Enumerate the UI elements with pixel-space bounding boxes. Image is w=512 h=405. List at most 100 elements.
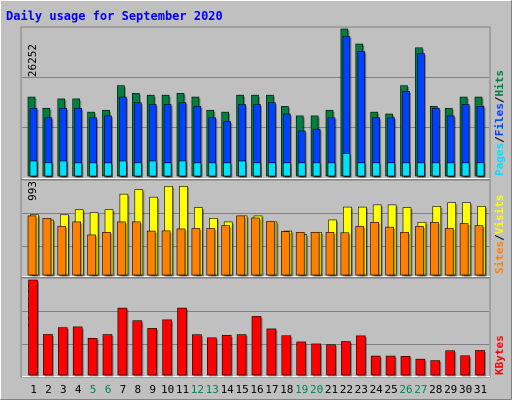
chart-bars bbox=[27, 28, 487, 377]
bar-kbytes-day-24 bbox=[370, 355, 381, 376]
bar-kbytes-day-22 bbox=[341, 341, 351, 376]
bar-sites-day-22 bbox=[340, 232, 350, 276]
bar-kbytes-day-4 bbox=[72, 326, 83, 376]
x-label-day-18: 18 bbox=[280, 383, 293, 396]
x-label-day-24: 24 bbox=[370, 383, 384, 396]
bar-pages-day-21 bbox=[327, 162, 336, 177]
bar-pages-day-31 bbox=[476, 162, 485, 177]
x-label-day-17: 17 bbox=[265, 383, 278, 396]
bar-kbytes-day-20 bbox=[311, 343, 321, 376]
x-label-day-1: 1 bbox=[30, 383, 37, 396]
bar-pages-day-10 bbox=[163, 162, 172, 177]
x-label-day-15: 15 bbox=[235, 383, 248, 396]
x-label-day-19: 19 bbox=[295, 383, 308, 396]
bar-kbytes-day-2 bbox=[43, 334, 53, 376]
kbytes-panel-legend: KBytes bbox=[493, 335, 506, 375]
bar-sites-day-7 bbox=[117, 221, 126, 276]
bar-sites-day-3 bbox=[57, 226, 67, 276]
bar-sites-day-26 bbox=[400, 231, 409, 276]
legend-pages: Pages bbox=[493, 143, 506, 176]
bar-pages-day-11 bbox=[178, 160, 187, 177]
bar-pages-day-6 bbox=[104, 162, 112, 177]
bar-kbytes-day-10 bbox=[162, 319, 172, 376]
bar-kbytes-day-1 bbox=[28, 279, 38, 376]
bar-sites-day-29 bbox=[444, 228, 454, 276]
bar-pages-day-22 bbox=[342, 153, 351, 177]
x-label-day-13: 13 bbox=[206, 383, 219, 396]
legend-sites: Sites bbox=[493, 241, 506, 274]
bar-files-day-23 bbox=[357, 51, 366, 177]
x-label-day-20: 20 bbox=[310, 383, 323, 396]
x-label-day-4: 4 bbox=[75, 383, 82, 396]
bar-pages-day-14 bbox=[223, 162, 231, 177]
x-label-day-22: 22 bbox=[340, 383, 353, 396]
x-label-day-7: 7 bbox=[120, 383, 127, 396]
bar-kbytes-day-19 bbox=[296, 341, 307, 376]
bar-sites-day-9 bbox=[146, 230, 156, 276]
bar-pages-day-19 bbox=[297, 162, 306, 177]
bar-kbytes-day-18 bbox=[281, 335, 292, 376]
bar-kbytes-day-13 bbox=[207, 337, 217, 376]
x-label-day-25: 25 bbox=[384, 383, 397, 396]
hits-ymax-label: 26252 bbox=[26, 44, 39, 77]
legend-kbytes: KBytes bbox=[493, 335, 506, 375]
bar-kbytes-day-6 bbox=[102, 334, 113, 376]
bar-sites-day-25 bbox=[385, 226, 394, 276]
bar-sites-day-28 bbox=[429, 221, 439, 276]
x-label-day-26: 26 bbox=[399, 383, 412, 396]
bar-pages-day-3 bbox=[59, 160, 68, 177]
bar-sites-day-11 bbox=[176, 228, 186, 276]
bar-sites-day-1 bbox=[27, 215, 37, 276]
bar-pages-day-7 bbox=[119, 160, 127, 177]
bar-kbytes-day-16 bbox=[251, 316, 262, 376]
bar-sites-day-18 bbox=[280, 231, 290, 276]
bar-sites-day-13 bbox=[206, 228, 216, 276]
bar-kbytes-day-8 bbox=[132, 320, 143, 376]
x-label-day-21: 21 bbox=[325, 383, 338, 396]
x-label-day-23: 23 bbox=[355, 383, 368, 396]
bar-pages-day-25 bbox=[387, 162, 395, 177]
bar-pages-day-12 bbox=[193, 162, 202, 177]
bar-pages-day-9 bbox=[148, 160, 157, 177]
bar-sites-day-10 bbox=[161, 230, 171, 276]
bar-sites-day-12 bbox=[191, 228, 201, 276]
bar-files-day-27 bbox=[417, 53, 425, 177]
bar-kbytes-day-25 bbox=[385, 355, 396, 376]
legend-files: Files bbox=[493, 103, 506, 136]
bar-kbytes-day-12 bbox=[192, 334, 202, 376]
bar-sites-day-6 bbox=[102, 231, 111, 276]
bar-pages-day-23 bbox=[357, 162, 366, 177]
x-label-day-12: 12 bbox=[191, 383, 204, 396]
bar-kbytes-day-3 bbox=[57, 327, 68, 376]
bar-kbytes-day-15 bbox=[236, 334, 247, 376]
hits-panel-legend: Pages/Files/Hits bbox=[493, 70, 506, 176]
bar-kbytes-day-21 bbox=[326, 344, 336, 376]
x-label-day-16: 16 bbox=[250, 383, 263, 396]
bar-pages-day-2 bbox=[44, 162, 53, 177]
x-label-day-29: 29 bbox=[444, 383, 457, 396]
bar-kbytes-day-30 bbox=[460, 355, 470, 376]
x-label-day-28: 28 bbox=[429, 383, 442, 396]
bar-sites-day-24 bbox=[370, 221, 380, 276]
bar-sites-day-27 bbox=[415, 226, 424, 276]
bar-pages-day-5 bbox=[89, 162, 97, 177]
bar-pages-day-17 bbox=[268, 162, 276, 177]
bar-kbytes-day-23 bbox=[355, 335, 366, 376]
visits-ymax-label: 993 bbox=[26, 181, 39, 201]
legend-hits: Hits bbox=[493, 70, 506, 97]
x-label-day-11: 11 bbox=[176, 383, 189, 396]
bar-pages-day-30 bbox=[461, 162, 470, 177]
bar-sites-day-20 bbox=[310, 231, 320, 276]
x-label-day-8: 8 bbox=[134, 383, 141, 396]
bar-sites-day-8 bbox=[132, 221, 141, 276]
bar-pages-day-29 bbox=[446, 162, 455, 177]
bar-sites-day-14 bbox=[221, 225, 230, 276]
bar-kbytes-day-28 bbox=[430, 360, 441, 376]
bar-sites-day-16 bbox=[251, 217, 260, 276]
chart-title: Daily usage for September 2020 bbox=[6, 9, 223, 23]
bar-sites-day-4 bbox=[72, 221, 81, 276]
bar-pages-day-16 bbox=[253, 162, 261, 177]
x-axis-day-labels: 1 2 3 4 5 6 7 8 9 10 11 12 13 14 15 16 17 18 19 20 21 22 23 24 2… bbox=[30, 383, 487, 396]
x-label-day-9: 9 bbox=[149, 383, 156, 396]
